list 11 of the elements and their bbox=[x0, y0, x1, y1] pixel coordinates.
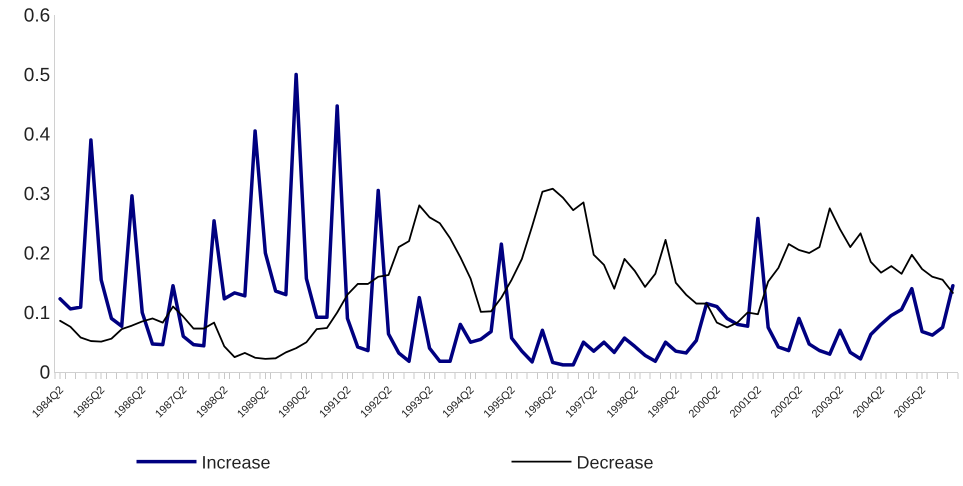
y-tick-label: 0.2 bbox=[24, 244, 50, 265]
y-tick-label: 0.4 bbox=[24, 124, 51, 146]
line-series bbox=[59, 188, 954, 360]
y-tick-label: 0.5 bbox=[24, 65, 50, 86]
line-series bbox=[58, 72, 955, 367]
legend-label: Increase bbox=[202, 452, 271, 473]
y-tick-label: 0.1 bbox=[24, 303, 50, 324]
y-tick-label: 0.3 bbox=[24, 184, 50, 206]
y-tick-label: 0 bbox=[40, 362, 50, 384]
y-tick-label: 0.6 bbox=[24, 6, 50, 27]
legend-label: Decrease bbox=[576, 452, 654, 473]
